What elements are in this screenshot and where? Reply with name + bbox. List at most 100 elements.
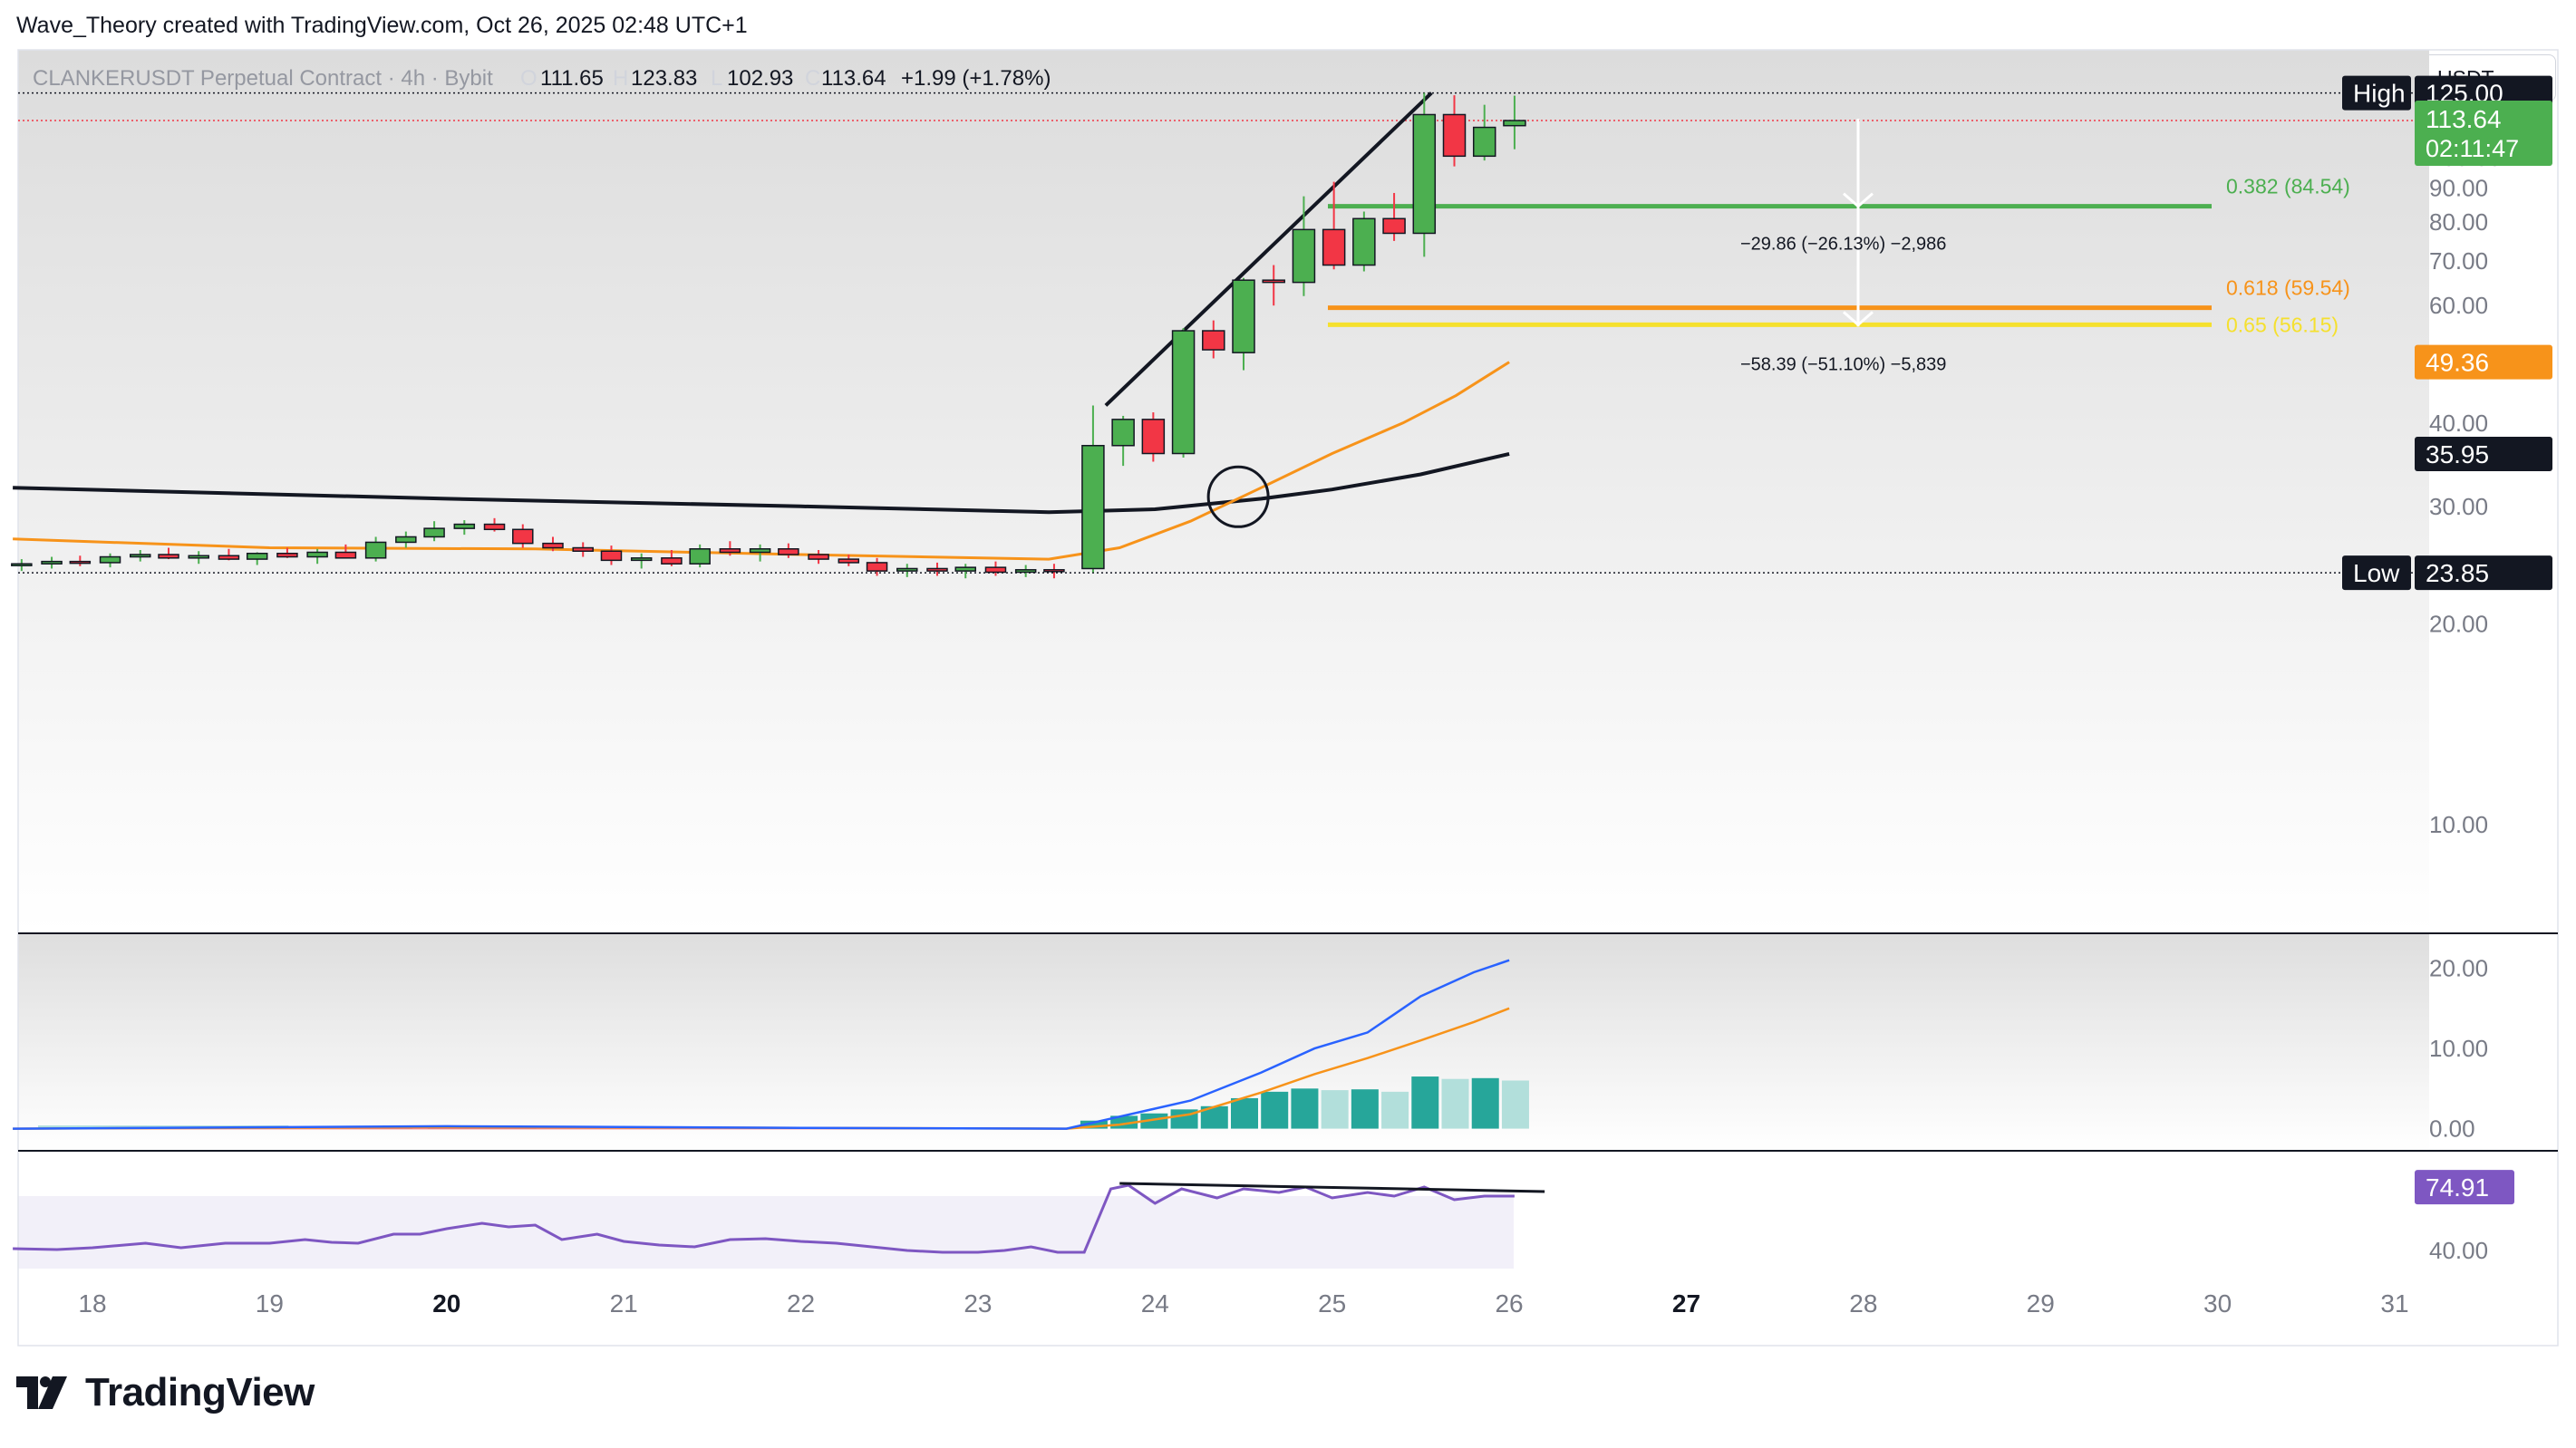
legend-o-label: O bbox=[520, 66, 537, 91]
ema-fast-label-box bbox=[2415, 344, 2552, 380]
macd-tick-0: 20.00 bbox=[2429, 955, 2488, 982]
high-label-tag-box bbox=[2342, 75, 2411, 111]
candle-body-17 bbox=[512, 528, 534, 545]
date-label-24: 24 bbox=[1141, 1289, 1169, 1318]
candle-body-37 bbox=[1111, 419, 1135, 447]
chart-frame bbox=[17, 49, 2559, 1347]
macd-tick-2: 0.00 bbox=[2429, 1115, 2475, 1143]
macd-hist-bar-14 bbox=[1501, 1080, 1529, 1129]
legend-l-label: L bbox=[711, 66, 722, 91]
candle-body-21 bbox=[630, 557, 653, 562]
candle-body-42 bbox=[1262, 279, 1285, 284]
price-tick-1: 20.00 bbox=[2429, 610, 2488, 637]
candle-body-46 bbox=[1382, 217, 1406, 235]
candle-body-32 bbox=[954, 566, 976, 572]
macd-hist-bar-0 bbox=[1080, 1120, 1108, 1129]
macd-hist-bar-8 bbox=[1321, 1090, 1349, 1129]
ema-fast-label-value: 49.36 bbox=[2426, 349, 2489, 377]
tradingview-logo: TradingView bbox=[16, 1370, 315, 1415]
ema-slow-label-value: 35.95 bbox=[2426, 440, 2489, 468]
circle-marker bbox=[1206, 465, 1270, 528]
price-tick-0: 10.00 bbox=[2429, 811, 2488, 838]
candle-body-2 bbox=[69, 560, 92, 565]
candle-body-23 bbox=[689, 548, 711, 565]
candle-body-24 bbox=[719, 548, 741, 554]
tradingview-logo-text: TradingView bbox=[85, 1370, 315, 1414]
watermark-text: Wave_Theory created with TradingView.com… bbox=[16, 13, 748, 38]
date-label-28: 28 bbox=[1849, 1289, 1877, 1318]
candle-body-22 bbox=[661, 557, 683, 565]
price-tick-7: 90.00 bbox=[2429, 175, 2488, 202]
candle-body-50 bbox=[1503, 120, 1526, 127]
candle-body-5 bbox=[158, 554, 179, 559]
macd-hist-bar-9 bbox=[1351, 1089, 1379, 1129]
macd-hist-bar-5 bbox=[1231, 1097, 1258, 1129]
legend-change: +1.99 (+1.78%) bbox=[901, 66, 1051, 91]
last-price-value: 113.64 bbox=[2426, 105, 2502, 133]
candle-body-45 bbox=[1352, 217, 1376, 266]
candle-body-7 bbox=[218, 555, 240, 560]
date-label-23: 23 bbox=[964, 1289, 992, 1318]
candle-body-4 bbox=[130, 554, 151, 558]
trendline bbox=[1104, 92, 1433, 407]
candle-body-6 bbox=[188, 555, 209, 559]
date-label-26: 26 bbox=[1495, 1289, 1523, 1318]
candle-body-10 bbox=[306, 551, 328, 558]
candle-body-44 bbox=[1322, 228, 1346, 266]
date-label-21: 21 bbox=[610, 1289, 638, 1318]
rsi-tick-0: 40.00 bbox=[2429, 1237, 2488, 1264]
candle-body-26 bbox=[778, 548, 799, 555]
last-price-box bbox=[2415, 101, 2552, 167]
ema-fast-line bbox=[13, 361, 1510, 561]
macd-hist-bar-7 bbox=[1291, 1088, 1319, 1129]
price-tick-6: 80.00 bbox=[2429, 208, 2488, 236]
measure-arrowhead-1 bbox=[1843, 311, 1874, 327]
high-label-tag: High bbox=[2353, 80, 2406, 108]
legend-close: 113.64 bbox=[821, 66, 886, 91]
date-label-22: 22 bbox=[787, 1289, 815, 1318]
candle-body-38 bbox=[1141, 419, 1166, 455]
candle-body-1 bbox=[41, 560, 63, 565]
candle-body-13 bbox=[395, 536, 417, 544]
date-label-25: 25 bbox=[1318, 1289, 1346, 1318]
price-panel-bg bbox=[18, 50, 2429, 933]
rsi-value-label: 74.91 bbox=[2426, 1173, 2489, 1202]
candle-body-11 bbox=[334, 551, 357, 559]
legend-c-label: C bbox=[805, 66, 820, 91]
date-label-30: 30 bbox=[2203, 1289, 2232, 1318]
candle-body-15 bbox=[453, 523, 476, 529]
candle-body-40 bbox=[1202, 330, 1225, 351]
low-label-tag-box bbox=[2342, 555, 2411, 591]
low-label-box bbox=[2415, 555, 2552, 591]
candle-body-36 bbox=[1081, 444, 1105, 570]
rsi-line bbox=[13, 1183, 1515, 1254]
candle-body-39 bbox=[1171, 330, 1196, 455]
macd-hist-bar-13 bbox=[1471, 1077, 1499, 1129]
candle-body-18 bbox=[542, 542, 564, 549]
measure-note-1: −58.39 (−51.10%) −5,839 bbox=[1740, 354, 1946, 374]
last-price-countdown: 02:11:47 bbox=[2426, 135, 2519, 162]
low-label-tag: Low bbox=[2353, 559, 2400, 587]
candle-body-48 bbox=[1442, 113, 1467, 158]
date-label-18: 18 bbox=[78, 1289, 106, 1318]
macd-hist-bar-11 bbox=[1411, 1076, 1439, 1129]
candle-body-33 bbox=[984, 566, 1007, 574]
candle-body-19 bbox=[572, 546, 594, 552]
candle-body-30 bbox=[896, 567, 918, 572]
fib-label-0: 0.382 (84.54) bbox=[2226, 175, 2350, 198]
candle-body-34 bbox=[1014, 569, 1037, 574]
candle-body-29 bbox=[866, 562, 888, 572]
candle-body-43 bbox=[1292, 228, 1316, 284]
measure-arrowhead-0 bbox=[1843, 192, 1874, 208]
candle-body-8 bbox=[246, 552, 268, 560]
macd-hist-bar-2 bbox=[1140, 1113, 1168, 1129]
candle-body-35 bbox=[1043, 569, 1065, 573]
candle-body-25 bbox=[749, 548, 771, 554]
macd-hist-flat-0 bbox=[38, 1125, 147, 1129]
macd-hist-bar-10 bbox=[1381, 1091, 1409, 1129]
fib-label-2: 0.65 (56.15) bbox=[2226, 313, 2339, 336]
date-label-27: 27 bbox=[1672, 1289, 1700, 1318]
candle-body-31 bbox=[926, 567, 948, 572]
macd-line bbox=[13, 959, 1510, 1130]
